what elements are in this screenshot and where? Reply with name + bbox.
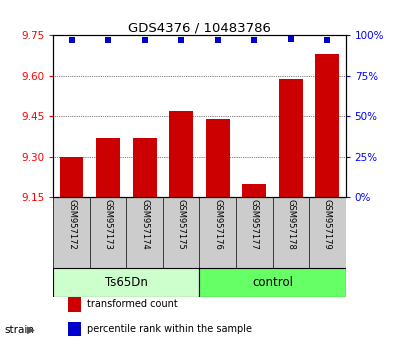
Point: [324, 38, 331, 43]
Text: GSM957176: GSM957176: [213, 199, 222, 250]
Bar: [199, 268, 346, 297]
Bar: [53, 268, 199, 297]
Text: GSM957172: GSM957172: [67, 199, 76, 250]
Title: GDS4376 / 10483786: GDS4376 / 10483786: [128, 21, 271, 34]
Text: control: control: [252, 276, 293, 290]
Bar: [243, 184, 266, 197]
Point: [214, 38, 221, 43]
Bar: [68, 297, 81, 312]
Text: ▶: ▶: [27, 325, 35, 335]
Bar: [60, 157, 83, 197]
Point: [141, 38, 148, 43]
Point: [105, 38, 111, 43]
Text: GSM957177: GSM957177: [250, 199, 259, 250]
Text: GSM957173: GSM957173: [103, 199, 113, 250]
Text: GSM957174: GSM957174: [140, 199, 149, 250]
Bar: [96, 138, 120, 197]
Point: [68, 38, 75, 43]
Point: [178, 38, 184, 43]
Text: GSM957179: GSM957179: [323, 199, 332, 250]
Text: strain: strain: [4, 325, 34, 335]
Point: [288, 36, 294, 41]
Bar: [279, 79, 303, 197]
Text: GSM957178: GSM957178: [286, 199, 295, 250]
Text: percentile rank within the sample: percentile rank within the sample: [87, 324, 252, 334]
Text: Ts65Dn: Ts65Dn: [105, 276, 148, 290]
Bar: [133, 138, 156, 197]
Point: [251, 38, 258, 43]
Text: GSM957175: GSM957175: [177, 199, 186, 250]
Bar: [206, 119, 229, 197]
Text: transformed count: transformed count: [87, 299, 178, 309]
Bar: [316, 54, 339, 197]
Bar: [68, 321, 81, 337]
Bar: [169, 111, 193, 197]
